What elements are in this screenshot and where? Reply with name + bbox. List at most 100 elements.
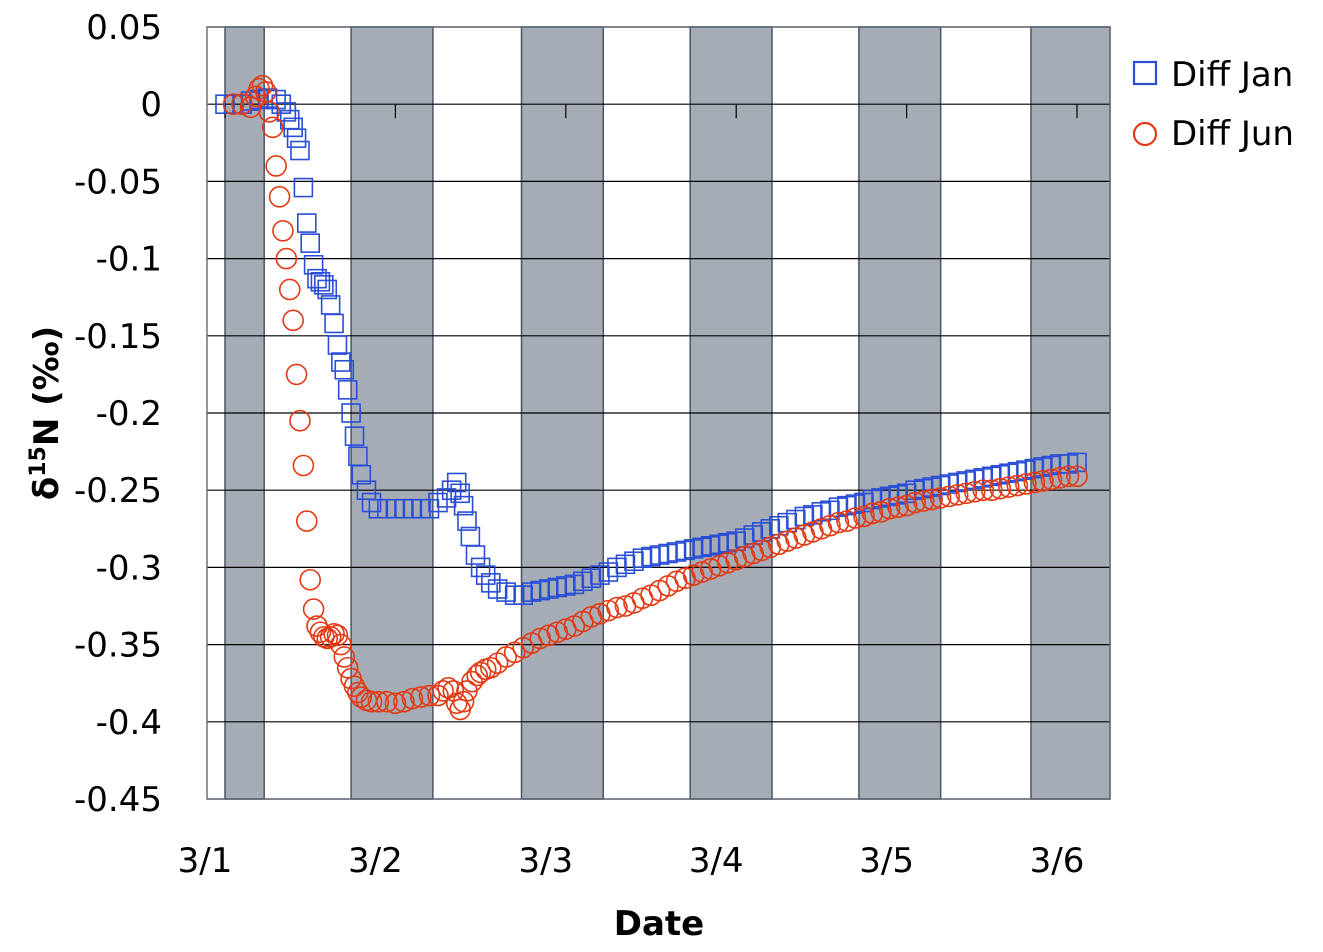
- jan-point-43: [446, 472, 467, 493]
- series-diff-jun: [222, 74, 1088, 721]
- jun-point-56: [480, 656, 502, 679]
- jun-point-26: [323, 622, 345, 645]
- jun-point-105: [895, 494, 918, 517]
- jun-point-12: [275, 247, 298, 270]
- jun-point-19: [299, 568, 322, 591]
- jun-point-15: [285, 363, 308, 386]
- legend: Diff Jan Diff Jun: [1132, 55, 1294, 154]
- jun-point-13: [278, 278, 301, 301]
- jan-point-32: [361, 492, 382, 513]
- jun-point-14: [282, 309, 304, 332]
- y-axis-title-rest: N (‰): [27, 326, 67, 446]
- jun-point-113: [963, 480, 986, 503]
- jun-point-39: [384, 692, 407, 715]
- jan-point-28: [344, 426, 365, 446]
- jan-point-8: [276, 102, 297, 122]
- jun-point-7: [258, 101, 281, 123]
- y-tick-label-3: -0.1: [96, 240, 162, 280]
- jun-point-103: [878, 497, 901, 520]
- y-tick-label-7: -0.3: [96, 548, 162, 588]
- jun-point-98: [836, 510, 858, 532]
- series-diff-jan: [215, 88, 1087, 605]
- jan-point-16: [303, 254, 324, 275]
- legend-marker-diff-jan: [1132, 60, 1158, 86]
- jun-point-54: [469, 661, 492, 684]
- jan-point-45: [453, 495, 474, 516]
- y-tick-label-10: -0.45: [74, 780, 162, 820]
- y-tick-label-5: -0.2: [96, 394, 162, 434]
- jun-point-116: [989, 477, 1012, 500]
- jan-point-48: [465, 545, 486, 565]
- jan-point-13: [293, 177, 314, 198]
- jan-point-27: [341, 403, 361, 423]
- y-axis-title-superscript: 15: [26, 446, 51, 477]
- jan-point-24: [331, 352, 351, 372]
- jun-point-111: [946, 484, 969, 506]
- plot-frame: [206, 26, 1111, 800]
- jun-point-71: [606, 596, 628, 619]
- jun-point-108: [921, 488, 943, 511]
- jan-point-23: [327, 335, 348, 355]
- jun-point-125: [1066, 465, 1088, 488]
- y-tick-label-1: 0: [140, 85, 162, 125]
- jun-point-121: [1032, 470, 1054, 492]
- jun-point-120: [1023, 471, 1046, 494]
- jan-point-14: [296, 213, 317, 233]
- x-axis-tick-labels: 3/1 3/2 3/3 3/4 3/5 3/6: [178, 841, 1085, 881]
- jan-point-20: [317, 279, 338, 300]
- jan-point-10: [283, 117, 303, 138]
- jun-point-29: [333, 646, 356, 668]
- jun-point-11: [272, 220, 294, 242]
- y-axis-tick-labels: 0.05 0 -0.05 -0.1 -0.15 -0.2 -0.25 -0.3 -0.35 -0.…: [74, 8, 162, 820]
- x-tick-label-3: 3/4: [689, 841, 744, 881]
- legend-label-diff-jun: Diff Jun: [1171, 114, 1294, 154]
- y-tick-label-0: 0.05: [86, 8, 162, 48]
- jun-point-37: [367, 690, 390, 713]
- jun-point-30: [336, 656, 359, 679]
- jun-point-70: [597, 599, 620, 622]
- jun-point-5: [251, 74, 274, 97]
- jan-point-11: [286, 128, 307, 148]
- jan-point-41: [436, 488, 457, 508]
- jun-point-42: [410, 686, 432, 708]
- y-tick-label-9: -0.4: [96, 703, 162, 743]
- jun-point-106: [904, 491, 926, 514]
- jan-point-31: [356, 480, 377, 501]
- jun-point-45: [432, 680, 454, 702]
- jun-point-1: [231, 93, 253, 115]
- x-tick-label-1: 3/2: [348, 841, 403, 881]
- x-tick-label-4: 3/5: [859, 841, 914, 881]
- jun-point-104: [887, 496, 909, 518]
- plot-border: [206, 26, 1111, 800]
- jan-point-44: [450, 483, 470, 504]
- jan-point-50: [475, 565, 496, 585]
- jun-point-28: [330, 633, 352, 656]
- y-axis-title: δ15N (‰): [26, 326, 67, 500]
- jun-point-100: [853, 505, 875, 528]
- jun-point-101: [861, 502, 884, 525]
- jun-point-119: [1015, 473, 1037, 495]
- jun-point-17: [292, 454, 315, 477]
- jun-point-10: [268, 186, 291, 208]
- x-tick-label-2: 3/3: [518, 841, 573, 881]
- jan-point-17: [307, 268, 327, 289]
- jun-point-123: [1049, 467, 1071, 489]
- jun-point-32: [343, 675, 366, 698]
- jan-point-12: [290, 140, 310, 161]
- jun-point-43: [418, 684, 441, 707]
- legend-marker-diff-jun: [1132, 121, 1158, 147]
- jan-point-26: [337, 380, 358, 400]
- y-tick-label-4: -0.15: [74, 317, 162, 357]
- jun-point-96: [819, 514, 841, 537]
- jun-point-110: [938, 485, 961, 508]
- jun-point-20: [302, 598, 325, 620]
- jun-point-122: [1040, 468, 1063, 491]
- jan-point-30: [351, 464, 372, 485]
- jun-point-36: [360, 690, 383, 713]
- y-tick-label-8: -0.35: [74, 626, 162, 666]
- jan-point-49: [470, 557, 491, 578]
- jun-point-97: [827, 511, 850, 534]
- x-tick-label-5: 3/6: [1030, 841, 1085, 881]
- jun-point-34: [350, 686, 373, 708]
